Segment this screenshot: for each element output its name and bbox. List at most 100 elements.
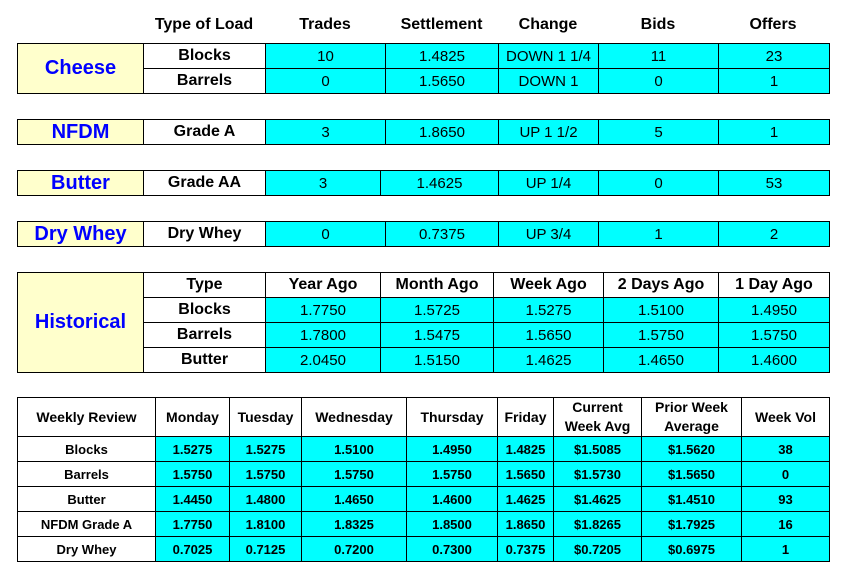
cheese-row-bids: 0: [598, 68, 719, 94]
weekly-cell: $1.5620: [641, 436, 742, 462]
weekly-cell: $0.7205: [553, 536, 642, 562]
historical-cell: 1.4600: [718, 347, 830, 373]
cheese-label: Cheese: [17, 43, 144, 94]
historical-cell: 1.5150: [380, 347, 494, 373]
historical-col-header: 1 Day Ago: [718, 272, 830, 298]
weekly-cell: 1.4800: [229, 486, 302, 512]
historical-cell: 1.5650: [493, 322, 604, 348]
weekly-col-header: Wednesday: [301, 397, 407, 437]
butter-settlement: 1.4625: [380, 170, 499, 196]
weekly-cell: $1.5085: [553, 436, 642, 462]
weekly-cell: 1.7750: [155, 511, 230, 537]
historical-cell: 2.0450: [265, 347, 381, 373]
cheese-row-change: DOWN 1 1/4: [498, 43, 599, 69]
weekly-col-header: Tuesday: [229, 397, 302, 437]
weekly-cell: $1.5650: [641, 461, 742, 487]
historical-cell: 1.4650: [603, 347, 719, 373]
historical-cell: 1.5725: [380, 297, 494, 323]
historical-cell: 1.5750: [603, 322, 719, 348]
cheese-row-settlement: 1.4825: [385, 43, 499, 69]
nfdm-settlement: 1.8650: [385, 119, 499, 145]
weekly-cell: 38: [741, 436, 830, 462]
historical-row-type: Butter: [143, 347, 266, 373]
dry-whey-settlement: 0.7375: [385, 221, 499, 247]
cheese-table: Cheese Blocks 10 1.4825 DOWN 1 1/4 11 23…: [17, 43, 830, 94]
historical-row-type: Blocks: [143, 297, 266, 323]
cheese-row-offers: 1: [718, 68, 830, 94]
historical-cell: 1.5100: [603, 297, 719, 323]
cheese-row-trades: 0: [265, 68, 386, 94]
historical-col-header: Week Ago: [493, 272, 604, 298]
weekly-cell: 1.8500: [406, 511, 498, 537]
weekly-cell: 1.4600: [406, 486, 498, 512]
nfdm-change: UP 1 1/2: [498, 119, 599, 145]
weekly-cell: 16: [741, 511, 830, 537]
weekly-row-label: Barrels: [17, 461, 156, 487]
weekly-cell: 0.7375: [497, 536, 554, 562]
weekly-cell: 1.5650: [497, 461, 554, 487]
weekly-cell: 0.7025: [155, 536, 230, 562]
historical-col-header: Month Ago: [380, 272, 494, 298]
nfdm-bids: 5: [598, 119, 719, 145]
weekly-row-label: Butter: [17, 486, 156, 512]
butter-change: UP 1/4: [498, 170, 599, 196]
weekly-cell: 1.8325: [301, 511, 407, 537]
weekly-cell: 1.5750: [229, 461, 302, 487]
dry-whey-trades: 0: [265, 221, 386, 247]
weekly-cell: 1.8100: [229, 511, 302, 537]
historical-row-type: Barrels: [143, 322, 266, 348]
nfdm-type: Grade A: [143, 119, 266, 145]
historical-table: Historical Type Year Ago Month Ago Week …: [17, 272, 830, 373]
cheese-row-settlement: 1.5650: [385, 68, 499, 94]
weekly-cell: $1.4510: [641, 486, 742, 512]
weekly-review-table: Weekly Review Monday Tuesday Wednesday T…: [17, 397, 830, 562]
weekly-row-label: Blocks: [17, 436, 156, 462]
weekly-cell: 1.5750: [301, 461, 407, 487]
dry-whey-table: Dry Whey Dry Whey 0 0.7375 UP 3/4 1 2: [17, 221, 830, 247]
weekly-cell: 1.4650: [301, 486, 407, 512]
weekly-cell: $1.4625: [553, 486, 642, 512]
nfdm-label: NFDM: [17, 119, 144, 145]
historical-cell: 1.7750: [265, 297, 381, 323]
cheese-row-bids: 11: [598, 43, 719, 69]
nfdm-trades: 3: [265, 119, 386, 145]
weekly-cell: 1.5750: [155, 461, 230, 487]
historical-label: Historical: [17, 272, 144, 373]
weekly-cell: 0: [741, 461, 830, 487]
weekly-cell: 0.7300: [406, 536, 498, 562]
weekly-cell: 0.7200: [301, 536, 407, 562]
weekly-cell: $1.5730: [553, 461, 642, 487]
weekly-cell: 1.4625: [497, 486, 554, 512]
weekly-col-header: Weekly Review: [17, 397, 156, 437]
cheese-row-change: DOWN 1: [498, 68, 599, 94]
dry-whey-bids: 1: [598, 221, 719, 247]
dry-whey-change: UP 3/4: [498, 221, 599, 247]
header-trades: Trades: [299, 16, 351, 33]
butter-offers: 53: [718, 170, 830, 196]
cheese-row-type: Barrels: [143, 68, 266, 94]
historical-col-header: 2 Days Ago: [603, 272, 719, 298]
weekly-cell: 1.5100: [301, 436, 407, 462]
header-change: Change: [518, 16, 578, 33]
header-settlement: Settlement: [400, 16, 483, 33]
dry-whey-offers: 2: [718, 221, 830, 247]
weekly-cell: 93: [741, 486, 830, 512]
butter-trades: 3: [265, 170, 381, 196]
weekly-col-header: Thursday: [406, 397, 498, 437]
weekly-cell: 1.5275: [229, 436, 302, 462]
weekly-cell: 1.5750: [406, 461, 498, 487]
historical-cell: 1.5750: [718, 322, 830, 348]
weekly-cell: 1.8650: [497, 511, 554, 537]
weekly-cell: 1.4825: [497, 436, 554, 462]
cheese-row-trades: 10: [265, 43, 386, 69]
header-type-of-load: Type of Load: [154, 16, 254, 33]
weekly-cell: 0.7125: [229, 536, 302, 562]
nfdm-offers: 1: [718, 119, 830, 145]
weekly-cell: 1.5275: [155, 436, 230, 462]
historical-col-header: Type: [143, 272, 266, 298]
historical-cell: 1.7800: [265, 322, 381, 348]
header-bids: Bids: [640, 16, 676, 33]
weekly-col-header: Prior Week Average: [641, 397, 742, 437]
dry-whey-type: Dry Whey: [143, 221, 266, 247]
butter-type: Grade AA: [143, 170, 266, 196]
